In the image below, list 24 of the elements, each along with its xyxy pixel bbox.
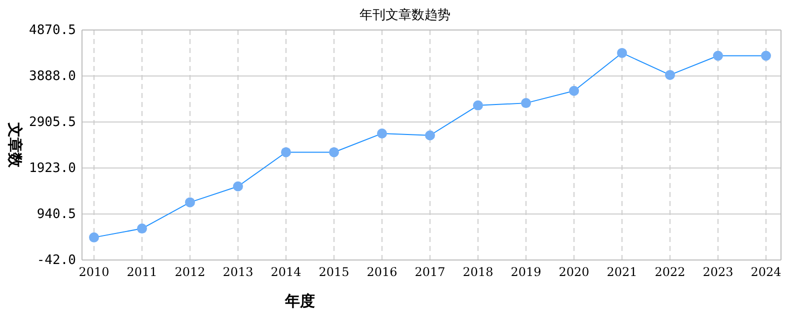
x-tick-label: 2016 xyxy=(366,265,398,279)
x-tick-label: 2018 xyxy=(462,265,494,279)
y-tick-label: -42.0 xyxy=(36,253,76,268)
y-tick-label: 4870.5 xyxy=(29,23,76,38)
y-axis-title: 文章数 xyxy=(6,122,24,168)
x-tick-label: 2019 xyxy=(510,265,542,279)
x-tick-label: 2010 xyxy=(78,265,110,279)
x-tick-label: 2020 xyxy=(558,265,590,279)
x-axis-title: 年度 xyxy=(284,292,315,310)
x-tick-label: 2022 xyxy=(654,265,686,279)
x-tick-label: 2024 xyxy=(750,265,782,279)
y-tick-label: 3888.0 xyxy=(29,69,76,84)
x-tick-label: 2023 xyxy=(702,265,734,279)
x-tick-label: 2013 xyxy=(222,265,254,279)
x-tick-label: 2021 xyxy=(606,265,638,279)
x-tick-label: 2012 xyxy=(174,265,206,279)
x-tick-label: 2015 xyxy=(318,265,350,279)
x-tick-label: 2014 xyxy=(270,265,302,279)
y-tick-label: 2905.5 xyxy=(29,115,76,130)
x-tick-label: 2011 xyxy=(126,265,158,279)
chart-title: 年刊文章数趋势 xyxy=(360,8,450,23)
y-tick-label: 1923.0 xyxy=(29,161,76,176)
y-tick-label: 940.5 xyxy=(36,207,76,222)
x-tick-label: 2017 xyxy=(414,265,446,279)
